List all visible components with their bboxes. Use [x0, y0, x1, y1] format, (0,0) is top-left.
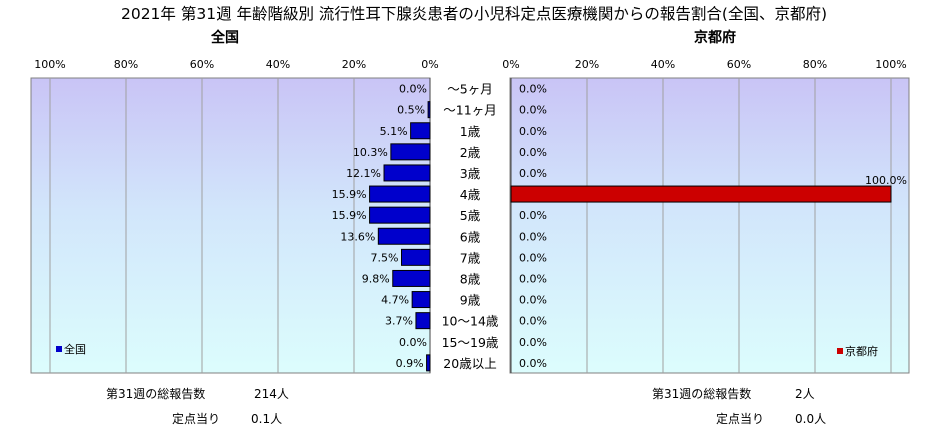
data-label-national: 4.7% — [381, 294, 409, 307]
data-label-kyoto: 0.0% — [519, 315, 547, 328]
footer-per-site-value-kyoto: 0.0人 — [795, 412, 826, 426]
data-label-kyoto: 0.0% — [519, 272, 547, 285]
category-label: 10～14歳 — [442, 314, 499, 329]
axis-tick-label-kyoto: 40% — [651, 58, 675, 71]
category-label: 2歳 — [460, 145, 481, 160]
axis-tick-label-national: 60% — [190, 58, 214, 71]
footer-per-site-label-kyoto: 定点当り — [716, 411, 764, 426]
data-label-kyoto: 0.0% — [519, 251, 547, 264]
data-label-kyoto: 0.0% — [519, 146, 547, 159]
footer-total-value-kyoto: 2人 — [795, 387, 815, 401]
data-label-national: 0.0% — [399, 83, 427, 96]
bar-national — [410, 122, 431, 140]
legend-national: 全国 — [56, 342, 86, 356]
legend-label-kyoto: 京都府 — [845, 344, 878, 358]
data-label-national: 0.9% — [396, 357, 424, 370]
data-label-national: 3.7% — [385, 315, 413, 328]
category-label: 7歳 — [460, 250, 481, 265]
category-label: 9歳 — [460, 293, 481, 308]
data-label-kyoto: 0.0% — [519, 209, 547, 222]
chart-title: 2021年 第31週 年齢階級別 流行性耳下腺炎患者の小児科定点医療機関からの報… — [121, 5, 827, 23]
data-label-national: 15.9% — [332, 209, 367, 222]
legend-kyoto: 京都府 — [837, 344, 878, 358]
right-axis-tick-labels: 0% 20% 40% 60% 80% 100% — [502, 58, 906, 71]
left-axis-tick-labels: 100% 80% 60% 40% 20% 0% — [34, 58, 438, 71]
footer-national: 第31週の総報告数 214人 定点当り 0.1人 — [106, 386, 289, 426]
bar-national — [369, 206, 431, 224]
data-label-national: 5.1% — [380, 125, 408, 138]
axis-tick-label-national: 100% — [34, 58, 65, 71]
data-label-national: 10.3% — [353, 146, 388, 159]
footer-total-label-kyoto: 第31週の総報告数 — [652, 386, 751, 401]
data-label-national: 7.5% — [371, 251, 399, 264]
axis-tick-label-kyoto: 60% — [727, 58, 751, 71]
bar-kyoto — [510, 185, 892, 203]
axis-tick-label-national: 0% — [421, 58, 438, 71]
bars-national: 0.0% 0.5% 5.1% 10.3% 12.1% 15.9% 15.9% 13.6% 7.5… — [332, 83, 431, 372]
category-label: 4歳 — [460, 187, 481, 202]
data-label-national: 0.5% — [397, 104, 425, 117]
category-label: 3歳 — [460, 166, 481, 181]
data-label-kyoto: 0.0% — [519, 125, 547, 138]
data-label-national: 13.6% — [340, 230, 375, 243]
category-label: 1歳 — [460, 124, 481, 139]
data-label-kyoto: 0.0% — [519, 83, 547, 96]
bar-national — [377, 227, 431, 245]
data-label-kyoto: 0.0% — [519, 167, 547, 180]
data-label-national: 9.8% — [362, 272, 390, 285]
plot-area-kyoto — [509, 77, 910, 374]
panel-title-kyoto: 京都府 — [694, 29, 736, 46]
data-label-kyoto: 0.0% — [519, 294, 547, 307]
bars-kyoto: 0.0% 0.0% 0.0% 0.0% 0.0% 100.0% 0.0% 0.0% 0.0% 0.… — [510, 83, 907, 370]
category-label: 15～19歳 — [442, 335, 499, 350]
footer-total-label-national: 第31週の総報告数 — [106, 386, 205, 401]
footer-total-value-national: 214人 — [254, 387, 289, 401]
axis-tick-label-kyoto: 0% — [502, 58, 519, 71]
axis-tick-label-kyoto: 100% — [875, 58, 906, 71]
panel-title-national: 全国 — [210, 29, 239, 46]
footer-per-site-value-national: 0.1人 — [251, 412, 282, 426]
category-label: 6歳 — [460, 229, 481, 244]
data-label-national: 0.0% — [399, 336, 427, 349]
data-label-kyoto: 0.0% — [519, 104, 547, 117]
plot-area-national — [30, 77, 431, 374]
gridlines-kyoto — [510, 78, 892, 373]
category-label: ～5ヶ月 — [447, 82, 492, 97]
bar-national — [369, 185, 431, 203]
category-labels: ～5ヶ月 ～11ヶ月 1歳 2歳 3歳 4歳 5歳 6歳 7歳 8歳 9歳 10～14歳 15～19歳 2… — [442, 82, 499, 371]
axis-tick-label-kyoto: 20% — [575, 58, 599, 71]
category-label: ～11ヶ月 — [443, 103, 496, 118]
bar-national — [390, 143, 431, 161]
bar-national — [392, 269, 431, 287]
data-label-kyoto: 0.0% — [519, 336, 547, 349]
axis-tick-label-national: 40% — [266, 58, 290, 71]
footer-kyoto: 第31週の総報告数 2人 定点当り 0.0人 — [652, 386, 826, 426]
legend-label-national: 全国 — [64, 342, 86, 356]
data-label-national: 15.9% — [332, 188, 367, 201]
legend-swatch-kyoto — [837, 348, 843, 354]
footer-per-site-label-national: 定点当り — [172, 411, 220, 426]
data-label-national: 12.1% — [346, 167, 381, 180]
bar-national — [427, 101, 431, 119]
category-label: 20歳以上 — [443, 356, 496, 371]
data-label-kyoto: 0.0% — [519, 357, 547, 370]
bar-national — [426, 354, 431, 372]
bar-national — [401, 248, 431, 266]
axis-tick-label-national: 20% — [342, 58, 366, 71]
axis-tick-label-kyoto: 80% — [803, 58, 827, 71]
bar-national — [411, 291, 431, 309]
bar-national — [383, 164, 431, 182]
category-label: 5歳 — [460, 208, 481, 223]
category-label: 8歳 — [460, 271, 481, 286]
bar-national — [415, 312, 431, 330]
data-label-kyoto: 0.0% — [519, 230, 547, 243]
data-label-kyoto: 100.0% — [865, 174, 907, 187]
axis-tick-label-national: 80% — [114, 58, 138, 71]
legend-swatch-national — [56, 346, 62, 352]
